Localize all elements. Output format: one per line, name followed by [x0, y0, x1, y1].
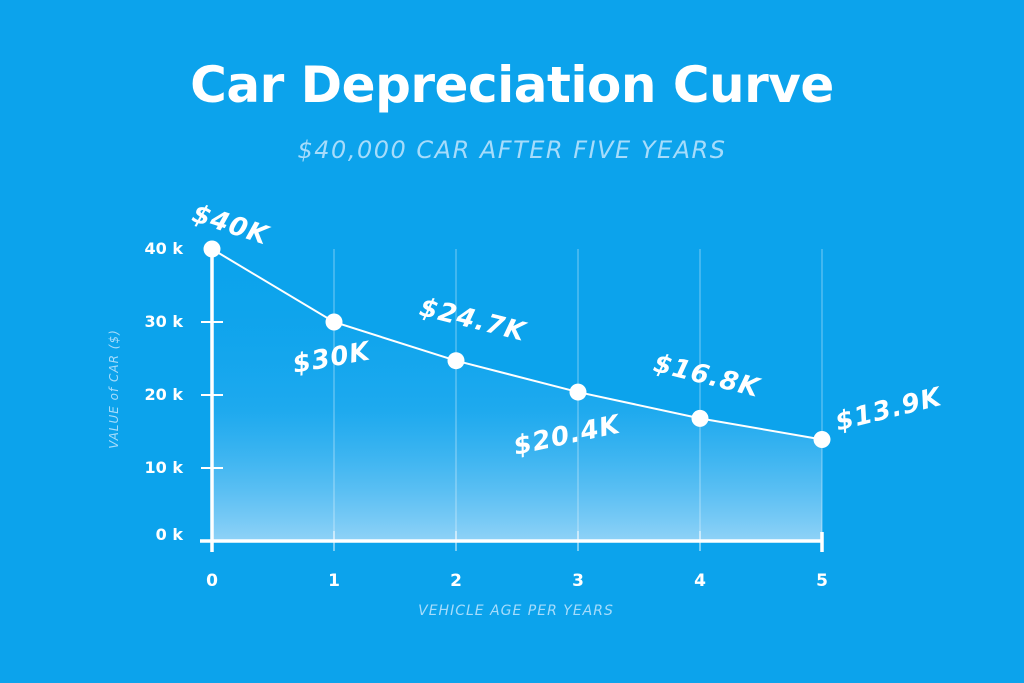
- y-tick-label: 40 k: [144, 239, 183, 258]
- y-tick-label: 0 k: [155, 525, 183, 544]
- x-axis-title: VEHICLE AGE PER YEARS: [418, 603, 614, 619]
- data-points: [203, 240, 831, 449]
- vertical-gridlines: [333, 249, 823, 541]
- depreciation-line: [211, 248, 823, 441]
- x-tick-label: 1: [328, 571, 340, 591]
- x-tick-label: 4: [694, 571, 706, 591]
- x-tick-label: 3: [572, 571, 584, 591]
- x-tick-label: 0: [206, 571, 218, 591]
- chart-title: Car Depreciation Curve: [190, 56, 834, 114]
- y-tick-label: 10 k: [144, 458, 183, 477]
- data-point: [691, 409, 709, 427]
- data-point: [203, 240, 221, 258]
- chart-subtitle: $40,000 CAR AFTER FIVE YEARS: [297, 136, 727, 164]
- x-tick-label: 2: [450, 571, 462, 591]
- area-fill: [212, 249, 822, 541]
- x-tick-label: 5: [816, 571, 828, 591]
- data-point: [447, 352, 465, 370]
- data-point: [325, 313, 343, 331]
- y-tick-label: 30 k: [144, 312, 183, 331]
- y-tick-label: 20 k: [144, 385, 183, 404]
- data-point: [569, 383, 587, 401]
- y-axis-title: VALUE of CAR ($): [107, 329, 121, 449]
- data-point: [813, 431, 831, 449]
